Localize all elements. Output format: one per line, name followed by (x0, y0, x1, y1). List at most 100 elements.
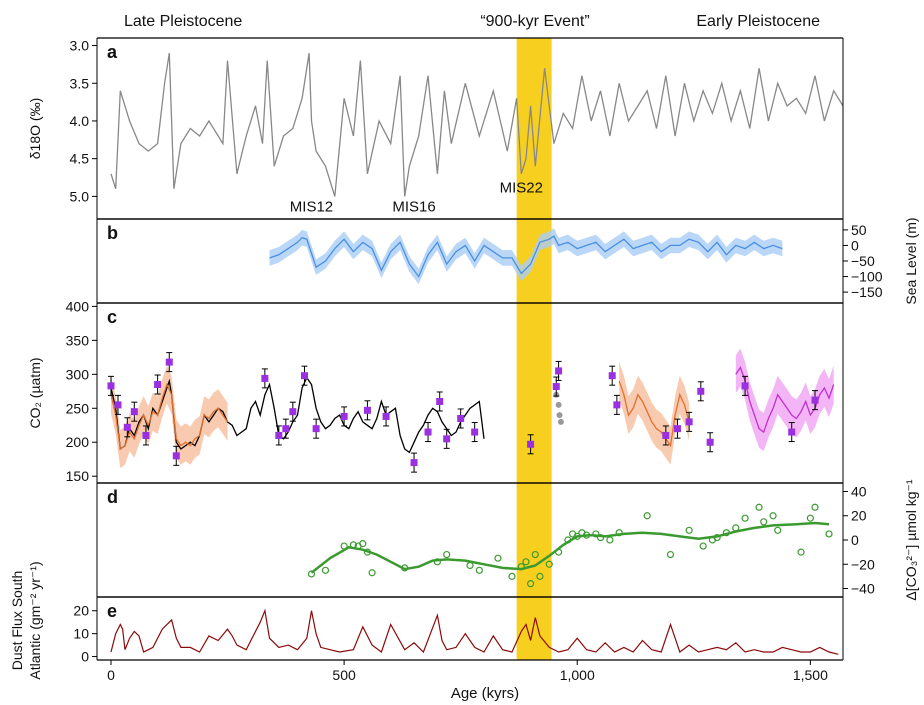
panel-e-data (110, 608, 839, 655)
panel-label-d: d (107, 487, 118, 507)
co2-boron-point (706, 438, 714, 446)
panel-e-y-tick-label: 10 (73, 626, 89, 642)
co2-boron-point (300, 372, 308, 380)
co2-boron-point (471, 428, 479, 436)
co2-boron-point (382, 412, 390, 420)
carbonate-point (443, 550, 451, 559)
co2-boron-point (363, 406, 371, 414)
panel-a-y-tick-label: 4.5 (70, 151, 90, 167)
co2-boron-point (685, 418, 693, 426)
annotation-mis12: MIS12 (290, 198, 333, 215)
panel-c-y-tick-label: 300 (66, 366, 90, 382)
panel-b-y-tick-label: −100 (851, 269, 883, 285)
panel-c-y-tick-label: 150 (66, 468, 90, 484)
co2-series-line-2 (618, 380, 690, 448)
co2-boron-point (410, 459, 418, 467)
carbonate-point (732, 524, 740, 532)
carbonate-point (615, 529, 623, 537)
carbonate-point (522, 558, 530, 566)
annotation-mis16: MIS16 (392, 198, 435, 215)
carbonate-point (554, 548, 563, 556)
co2-boron-point (424, 428, 432, 436)
d18o-series-line (110, 53, 843, 197)
panel-c-y-tick-label: 250 (66, 400, 90, 416)
panel-a-y-tick-label: 4.0 (70, 113, 90, 129)
panel-e-y-axis-label-line2: Atlantic (gm⁻² yr⁻¹) (27, 561, 43, 679)
panel-d-y-axis-label: Δ[CO₃²⁻] µmol kg⁻¹ (903, 479, 919, 600)
co2-boron-point (613, 401, 621, 409)
panel-c-y-tick-label: 400 (66, 298, 90, 314)
co2-series-line-0 (110, 376, 485, 454)
carbonate-point (596, 533, 605, 542)
carbonate-point (564, 536, 572, 544)
panel-d-y-tick-label: 20 (851, 508, 867, 524)
panel-a-y-tick-label: 3.0 (70, 38, 90, 54)
co2-boron-point (788, 428, 796, 436)
carbonate-point (806, 514, 814, 522)
carbonate-point (582, 531, 591, 539)
header-early-pleistocene: Early Pleistocene (696, 13, 820, 30)
panel-label-c: c (107, 307, 117, 327)
carbonate-point (606, 536, 614, 544)
co2-boron-point (114, 401, 122, 409)
panel-label-e: e (107, 601, 117, 621)
panel-e-y-tick-label: 0 (81, 649, 89, 665)
panel-b-y-tick-label: −50 (851, 253, 875, 269)
carbonate-point (769, 512, 777, 520)
co2-boron-point (165, 358, 173, 366)
carbonate-point (494, 554, 502, 562)
panel-b-data (269, 228, 783, 285)
carbonate-point (722, 529, 731, 537)
panel-d-y-tick-label: 40 (851, 483, 867, 499)
panel-c-y-tick-label: 350 (66, 332, 90, 348)
co2-boron-point (172, 452, 180, 460)
panel-d-y-tick-label: −20 (851, 556, 875, 572)
carbonate-point (713, 533, 721, 542)
carbonate-point (755, 503, 763, 511)
co2-boron-point (673, 425, 681, 433)
carbonate-point (592, 530, 600, 538)
carbonate-point (531, 550, 539, 559)
panel-c-y-axis-label: CO₂ (µatm) (27, 357, 43, 428)
x-axis-tick-label: 1,500 (793, 667, 828, 683)
co2-boron-point (107, 382, 115, 390)
x-axis-tick-label: 0 (107, 667, 115, 683)
sea-level-series-line (269, 235, 783, 278)
co2-boron-point (123, 423, 131, 431)
panel-e-y-axis-label-line1: Dust Flux South (9, 571, 25, 671)
carbonate-point (433, 558, 441, 566)
co2-uncertainty-band-1 (111, 365, 228, 469)
x-axis-tick-label: 1,000 (560, 667, 595, 683)
co2-boron-point (261, 374, 269, 382)
panel-a-data (110, 53, 843, 197)
panel-label-b: b (107, 223, 118, 243)
carbonate-point (349, 541, 358, 549)
carbonate-point (363, 548, 372, 556)
co2-uncertainty-band-3 (735, 348, 834, 452)
carbonate-point (825, 530, 833, 538)
x-axis-label: Age (kyrs) (451, 685, 519, 702)
carbonate-point (466, 561, 474, 570)
co2-grey-point (555, 401, 562, 408)
carbonate-point (401, 564, 409, 572)
carbonate-point (536, 572, 544, 580)
co2-boron-point (154, 381, 162, 389)
carbonate-point (685, 526, 693, 534)
carbonate-point (573, 532, 581, 540)
event-highlight-layer (516, 38, 552, 660)
carbonate-point (741, 514, 749, 522)
co2-boron-point (697, 387, 705, 395)
panel-c-data (107, 348, 835, 473)
co2-boron-point (555, 367, 563, 375)
panel-d-y-tick-label: −40 (851, 581, 875, 597)
event-band (516, 38, 552, 660)
co2-boron-point (662, 431, 670, 439)
carbonate-point (307, 570, 316, 578)
dust-flux-series-line (110, 608, 839, 655)
co2-boron-point (142, 431, 150, 439)
co2-boron-point (527, 440, 535, 448)
co2-boron-point (312, 425, 320, 433)
carbonate-point (359, 540, 367, 548)
panel-b-y-tick-label: 0 (851, 237, 859, 253)
